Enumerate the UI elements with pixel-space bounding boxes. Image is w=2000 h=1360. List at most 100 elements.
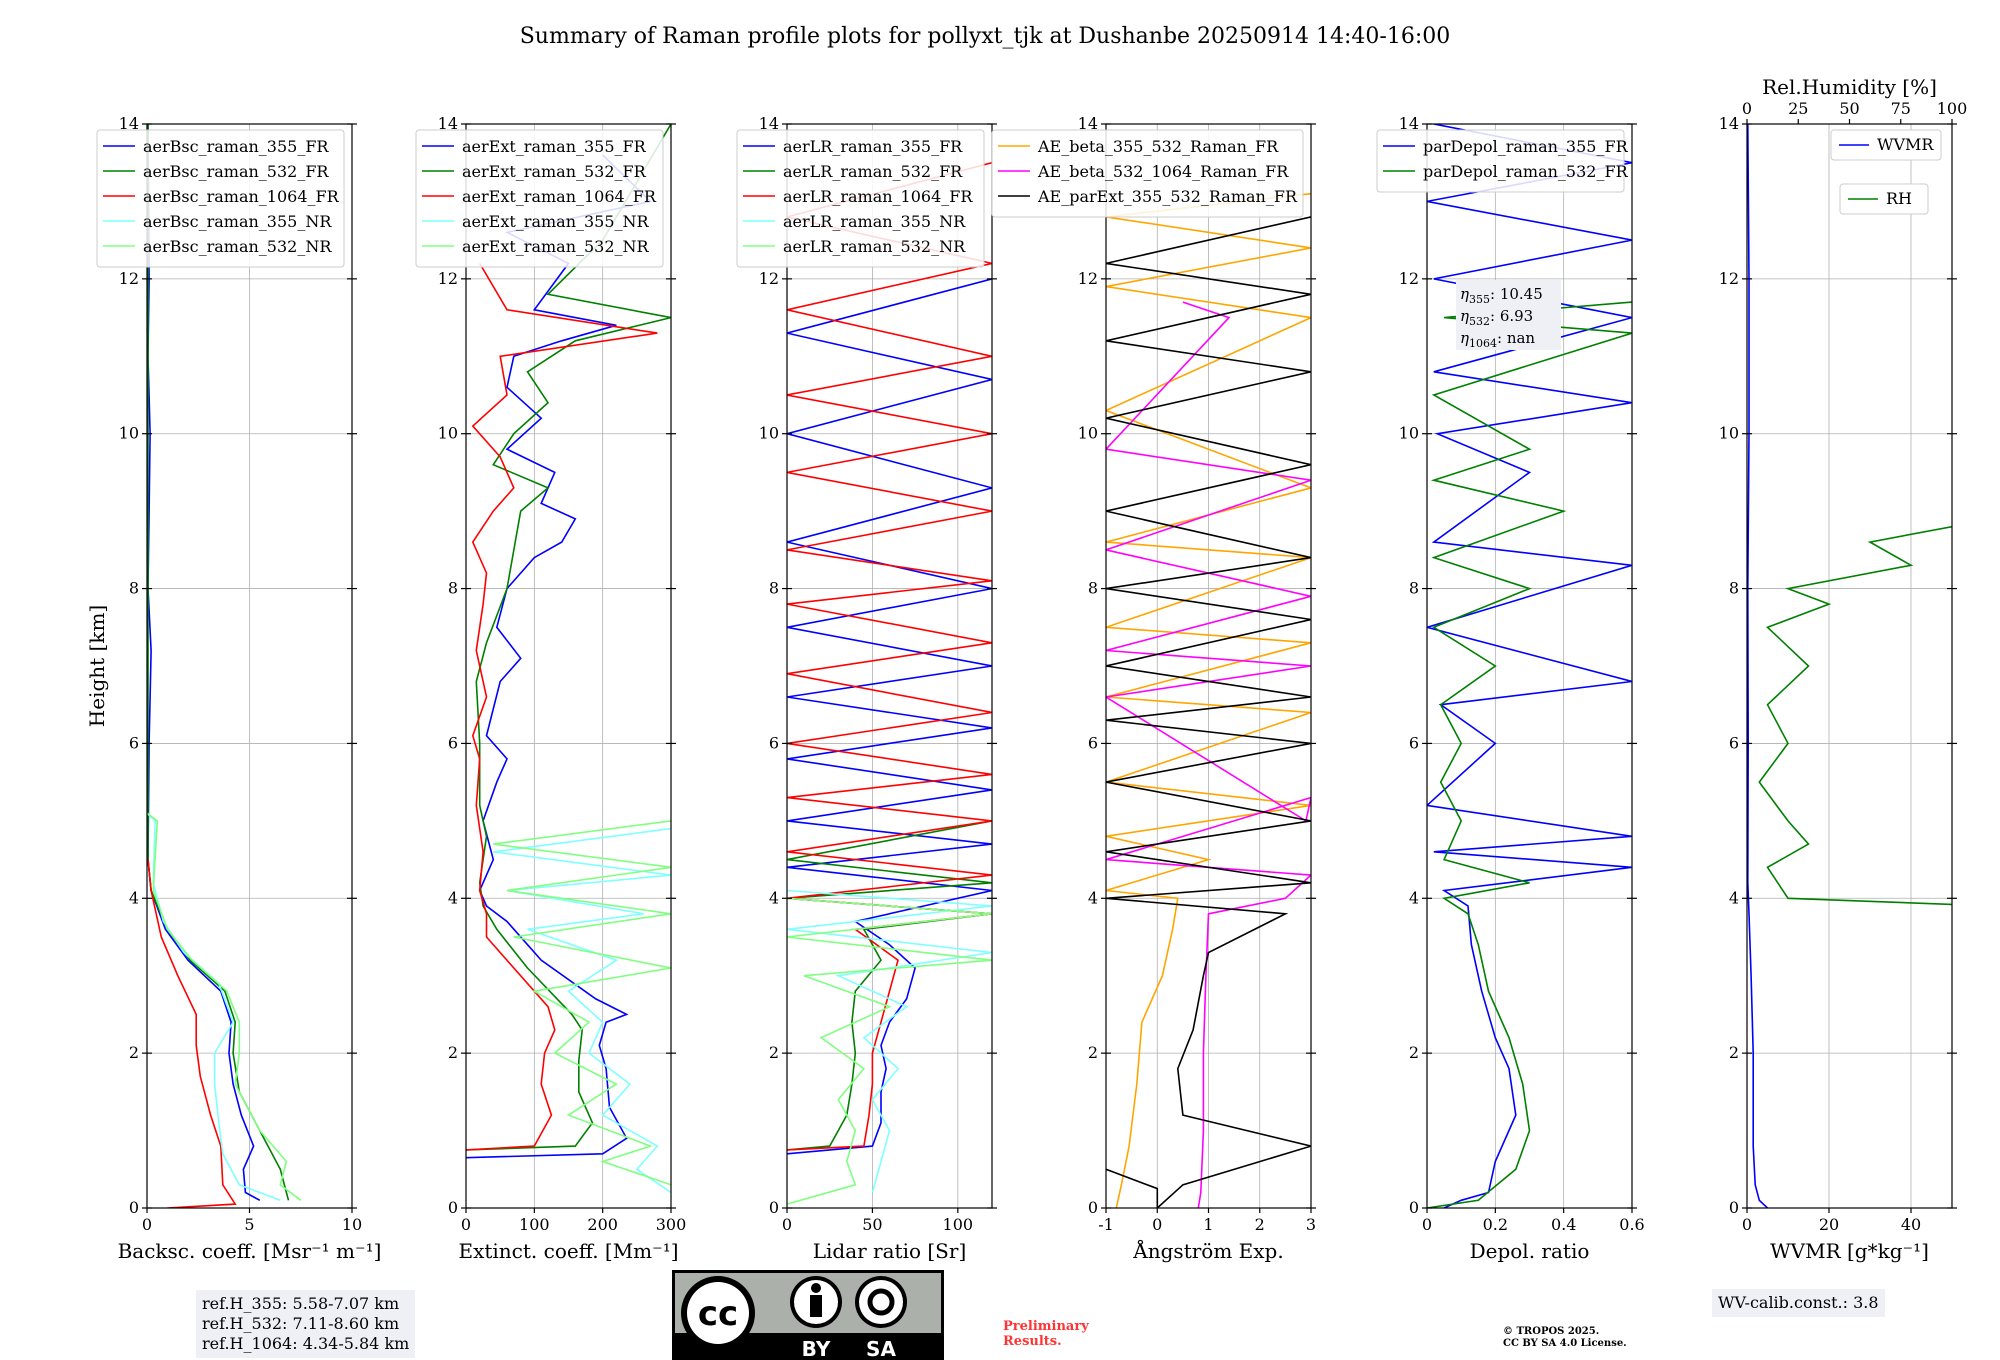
legend-label: aerBsc_raman_1064_FR: [143, 187, 340, 206]
x-tick-label: -1: [1098, 1215, 1114, 1234]
copyright-note: © TROPOS 2025. CC BY SA 4.0 License.: [1503, 1326, 1627, 1350]
y-tick-label: 0: [448, 1198, 458, 1217]
series-line-aerBsc_raman_532_FR: [147, 124, 290, 1201]
series-line-aerLR_raman_532_NR: [787, 897, 992, 1205]
series-line-aerExt_raman_532_FR: [466, 124, 671, 1151]
legend-label: aerLR_raman_532_FR: [783, 162, 963, 181]
y-tick-label: 8: [448, 579, 458, 598]
series-line-aerExt_raman_532_NR: [493, 820, 671, 1186]
series-group: [466, 124, 671, 1194]
x-tick-label: 0: [1422, 1215, 1432, 1234]
y-tick-label: 4: [1729, 888, 1739, 907]
preliminary-line-1: Preliminary: [1003, 1319, 1089, 1334]
x2-tick-label: 100: [1937, 99, 1968, 118]
legend-label: aerExt_raman_532_NR: [462, 237, 650, 256]
wv-calib-box: WV-calib.const.: 3.8: [1712, 1289, 1885, 1317]
legend-label: aerExt_raman_532_FR: [462, 162, 647, 181]
x-axis-label: WVMR [g*kg⁻¹]: [1770, 1239, 1929, 1263]
series-line-aerExt_raman_1064_FR: [466, 262, 658, 1151]
y-tick-label: 6: [448, 733, 458, 752]
series-line-AE_parExt_355_532_Raman_FR: [1106, 216, 1311, 1208]
y-axis-label: Height [km]: [85, 605, 109, 727]
y-tick-label: 10: [759, 424, 779, 443]
legend-label: aerLR_raman_355_FR: [783, 137, 963, 156]
legend-box: [1830, 129, 1942, 161]
x-tick-label: 0: [1742, 1215, 1752, 1234]
legend-label: aerExt_raman_355_NR: [462, 212, 650, 231]
y-tick-label: 4: [769, 888, 779, 907]
y-tick-label: 10: [1078, 424, 1098, 443]
x2-tick-label: 50: [1839, 99, 1859, 118]
y-tick-label: 4: [448, 888, 458, 907]
preliminary-note: Preliminary Results.: [1003, 1319, 1089, 1349]
legend-box: [991, 129, 1304, 218]
y-tick-label: 6: [1729, 733, 1739, 752]
y-tick-label: 8: [129, 579, 139, 598]
y-tick-label: 0: [769, 1198, 779, 1217]
series-line-AE_beta_355_532_Raman_FR: [1106, 192, 1311, 1208]
series-line-RH: [1758, 525, 1952, 906]
series-group: [1427, 124, 1632, 1208]
legend-box: [1839, 183, 1929, 215]
x2-tick-label: 75: [1891, 99, 1911, 118]
x2-axis-label: Rel.Humidity [%]: [1762, 75, 1937, 99]
y-tick-label: 2: [448, 1043, 458, 1062]
preliminary-line-2: Results.: [1003, 1334, 1062, 1349]
y-tick-label: 2: [1088, 1043, 1098, 1062]
legend-label: aerLR_raman_532_NR: [783, 237, 966, 256]
y-tick-label: 12: [1719, 269, 1739, 288]
x-tick-label: 0: [142, 1215, 152, 1234]
x-tick-label: 0.2: [1483, 1215, 1508, 1234]
x-tick-label: 100: [943, 1215, 974, 1234]
x-tick-label: 1: [1203, 1215, 1213, 1234]
y-tick-label: 2: [129, 1043, 139, 1062]
y-tick-label: 2: [1409, 1043, 1419, 1062]
series-group: [1106, 192, 1311, 1208]
y-tick-label: 14: [119, 114, 139, 133]
series-line-aerExt_raman_355_FR: [466, 154, 653, 1159]
x2-tick-label: 25: [1788, 99, 1808, 118]
annotation-text: η355: 10.45: [1460, 285, 1543, 306]
x-tick-label: 100: [519, 1215, 550, 1234]
ref-height-355: ref.H_355: 5.58-7.07 km: [202, 1294, 400, 1313]
series-group: [147, 124, 302, 1208]
y-tick-label: 4: [1088, 888, 1098, 907]
y-tick-label: 6: [129, 733, 139, 752]
series-group: [1747, 124, 1952, 1208]
y-tick-label: 0: [1088, 1198, 1098, 1217]
y-tick-label: 12: [438, 269, 458, 288]
y-tick-label: 12: [759, 269, 779, 288]
series-line-AE_beta_532_1064_Raman_FR: [1106, 301, 1311, 1208]
annotation-box: [1456, 280, 1561, 350]
ref-height-1064: ref.H_1064: 4.34-5.84 km: [202, 1334, 410, 1353]
series-line-parDepol_raman_355_FR: [1427, 124, 1632, 1208]
annotation-text: η1064: nan: [1460, 329, 1535, 350]
y-tick-label: 2: [769, 1043, 779, 1062]
legend-box: [1376, 129, 1625, 193]
x-tick-label: 300: [656, 1215, 687, 1234]
ref-height-box: ref.H_355: 5.58-7.07 km ref.H_532: 7.11-…: [196, 1290, 416, 1358]
y-tick-label: 8: [1088, 579, 1098, 598]
panel-1: 0 2 4 6 8 10 12 14 0 5 10 Backsc. coeff. [Msr⁻¹ m⁻¹…: [85, 114, 381, 1263]
y-tick-label: 14: [1719, 114, 1739, 133]
legend-box: [96, 129, 345, 268]
x-tick-label: 200: [587, 1215, 618, 1234]
cc-text: cc: [698, 1294, 738, 1334]
x-tick-label: 0: [461, 1215, 471, 1234]
axes-frame: [1426, 123, 1633, 1209]
series-line-aerBsc_raman_532_NR: [147, 812, 302, 1201]
y-tick-label: 8: [769, 579, 779, 598]
y-tick-label: 14: [759, 114, 779, 133]
license-badge: cc BY SA: [672, 1270, 944, 1360]
y-tick-label: 12: [119, 269, 139, 288]
legend-label: AE_parExt_355_532_Raman_FR: [1037, 187, 1298, 206]
x-axis-label: Lidar ratio [Sr]: [813, 1239, 967, 1263]
x-tick-label: 0: [782, 1215, 792, 1234]
x2-tick-label: 0: [1742, 99, 1752, 118]
series-line-aerBsc_raman_1064_FR: [147, 859, 237, 1208]
y-tick-label: 4: [129, 888, 139, 907]
